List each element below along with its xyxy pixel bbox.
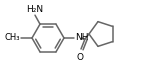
Text: NH: NH xyxy=(75,33,89,42)
Text: H₂N: H₂N xyxy=(26,5,44,14)
Text: O: O xyxy=(77,52,84,62)
Text: CH₃: CH₃ xyxy=(4,34,20,42)
